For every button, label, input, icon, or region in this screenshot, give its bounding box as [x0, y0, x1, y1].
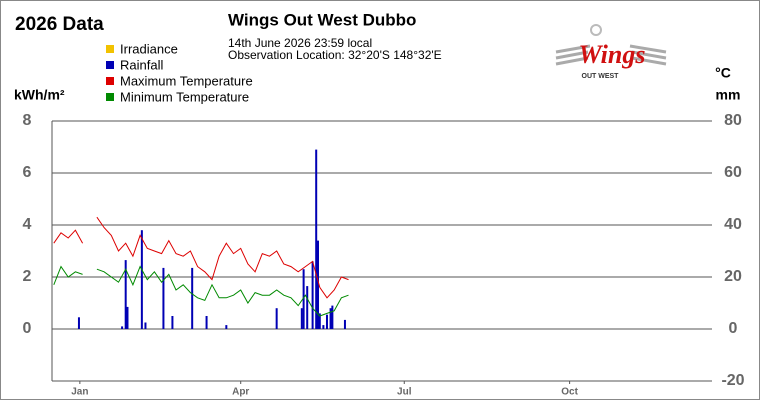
rain-bar [318, 313, 321, 329]
rain-bar [275, 308, 278, 329]
rain-bar [140, 230, 143, 329]
rain-bar [311, 261, 314, 329]
subtitle: 14th June 2026 23:59 local [228, 36, 372, 50]
y2-tick-label: 80 [724, 112, 742, 129]
legend-label: Minimum Temperature [120, 89, 249, 104]
logo-icon [590, 24, 602, 36]
rain-bar [306, 286, 309, 329]
y2-tick-label: -20 [721, 372, 744, 389]
y2-tick-label: 60 [724, 164, 742, 181]
rain-bar [343, 319, 346, 329]
rain-bar [77, 317, 80, 329]
rain-bar [322, 325, 325, 329]
x-tick-label: Apr [232, 387, 249, 398]
y2-tick-label: 0 [729, 320, 738, 337]
legend-label: Rainfall [120, 57, 163, 72]
rain-bar [225, 325, 228, 329]
x-tick-label: Oct [561, 387, 578, 398]
logo-wings [555, 44, 667, 66]
year-label: 2026 Data [15, 14, 104, 35]
y-tick-label: 0 [23, 320, 32, 337]
x-tick-label: Jan [71, 387, 88, 398]
legend-label: Irradiance [120, 41, 178, 56]
legend-swatch [106, 61, 114, 69]
y-tick-label: 8 [23, 112, 32, 129]
x-tick-label: Jul [397, 387, 412, 398]
rain-bar [121, 326, 124, 329]
logo-subtitle: OUT WEST [582, 73, 620, 80]
rain-bar [144, 322, 147, 329]
rain-bar [191, 267, 194, 329]
y2-axis-label: mm [716, 87, 741, 103]
y-tick-label: 4 [23, 216, 32, 233]
rain-bar [171, 316, 174, 329]
legend-swatch [106, 77, 114, 85]
rain-bar [126, 306, 129, 329]
rain-bar [329, 308, 332, 329]
rain-bar [124, 260, 127, 329]
rain-bar [300, 308, 303, 329]
rain-bar [205, 316, 208, 329]
logo: Wings OUT WEST [555, 24, 667, 80]
legend-label: Maximum Temperature [120, 73, 253, 88]
rain-bar [162, 267, 165, 329]
y-axis-label: kWh/m² [14, 87, 65, 103]
y2-axis-label: °C [715, 65, 731, 81]
y2-tick-label: 40 [724, 216, 742, 233]
logo-title: Wings [579, 40, 646, 69]
rain-bar [325, 314, 328, 329]
legend-swatch [106, 93, 114, 101]
rain-bar [331, 305, 334, 329]
y-tick-label: 6 [23, 164, 32, 181]
rain-bar [302, 269, 305, 329]
y-tick-label: 2 [23, 268, 32, 285]
y2-tick-label: 20 [724, 268, 742, 285]
rain-bar [316, 240, 319, 329]
series-line [53, 265, 349, 317]
series-line [53, 216, 349, 299]
chart-title: Wings Out West Dubbo [228, 10, 416, 29]
rain-bar [315, 149, 318, 329]
location: Observation Location: 32°20'S 148°32'E [228, 48, 442, 62]
legend-swatch [106, 45, 114, 53]
